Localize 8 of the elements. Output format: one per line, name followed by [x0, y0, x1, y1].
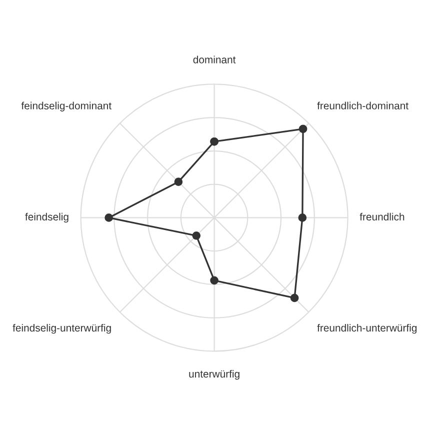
- spoke-label: freundlich: [360, 212, 404, 220]
- spoke-label: feindselig-dominant: [21, 102, 112, 112]
- spoke-label: freundlich-unterwürfig: [317, 324, 417, 334]
- spoke-label: unterwürfig: [189, 370, 240, 380]
- spoke-label: dominant: [193, 56, 236, 64]
- spoke-label: feindselig: [25, 212, 68, 223]
- spoke-label: freundlich-dominant: [317, 102, 408, 110]
- spoke-label: feindselig-unterwürfig: [12, 324, 111, 334]
